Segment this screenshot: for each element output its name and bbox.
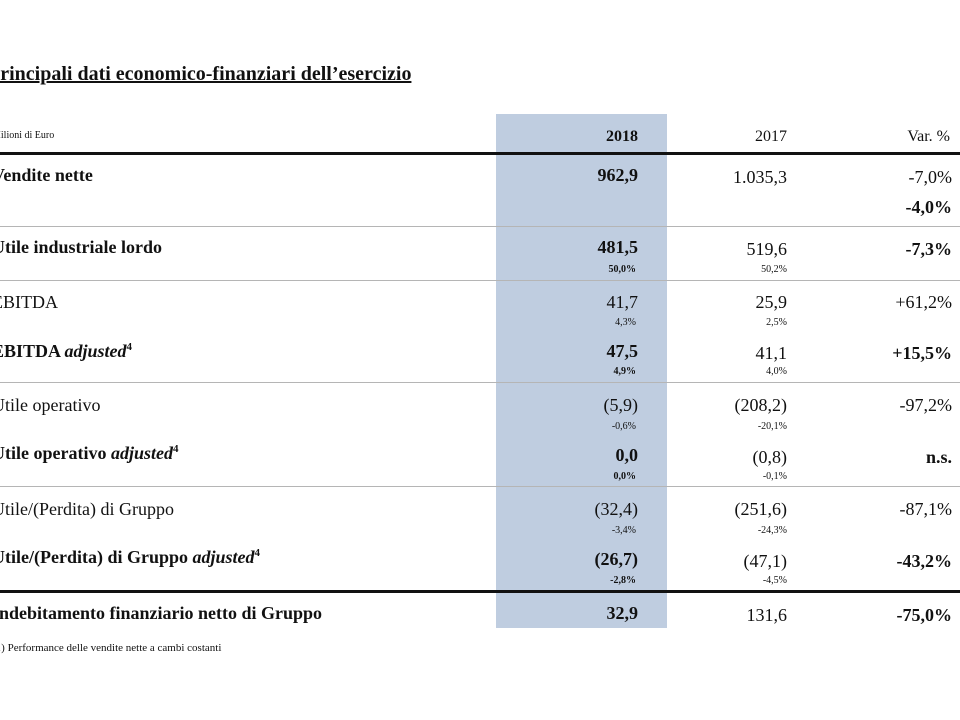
unit-label: Milioni di Euro: [0, 130, 55, 141]
value-2018-indebitamento: 32,9: [606, 603, 639, 623]
value-var2-vendite: -4,0%: [905, 197, 953, 217]
row-label-ebitda-adjusted: EBITDA adjusted4: [0, 341, 133, 361]
value-2017-ebitda-adjusted: 41,1: [755, 343, 788, 363]
margin-2017-utile-lordo: 50,2%: [761, 264, 787, 275]
value-2017-ebitda: 25,9: [755, 292, 788, 312]
column-header-2017: 2017: [755, 128, 787, 145]
value-var-utile-gruppo-adjusted: -43,2%: [896, 551, 953, 571]
margin-2017-utile-gruppo: -24,3%: [757, 525, 787, 536]
margin-2017-ebitda-adjusted: 4,0%: [766, 366, 787, 377]
value-2017-indebitamento: 131,6: [746, 605, 788, 625]
value-2017-utile-lordo: 519,6: [746, 239, 788, 259]
margin-2018-utile-operativo-adjusted: 0,0%: [613, 471, 637, 482]
value-var-utile-operativo-adjusted: n.s.: [925, 447, 952, 467]
margin-2017-utile-operativo-adjusted: -0,1%: [762, 471, 787, 482]
row-divider: [0, 382, 960, 383]
column-header-2018: 2018: [606, 128, 638, 145]
value-2018-ebitda-adjusted: 47,5: [606, 341, 639, 361]
value-2017-utile-gruppo-adjusted: (47,1): [743, 551, 788, 571]
value-2017-utile-operativo: (208,2): [734, 395, 788, 415]
value-2017-utile-gruppo: (251,6): [734, 499, 788, 519]
margin-2017-utile-operativo: -20,1%: [757, 421, 787, 432]
value-var-utile-gruppo: -87,1%: [899, 499, 953, 519]
value-2018-utile-operativo-adjusted: 0,0: [615, 445, 639, 465]
value-2018-utile-lordo: 481,5: [597, 237, 639, 257]
row-divider: [0, 226, 960, 227]
value-2018-utile-operativo: (5,9): [603, 395, 639, 415]
row-label-utile-gruppo-adjusted: Utile/(Perdita) di Gruppo adjusted4: [0, 547, 261, 567]
value-2018-utile-gruppo-adjusted: (26,7): [594, 549, 639, 569]
value-2018-vendite: 962,9: [597, 165, 639, 185]
margin-2017-ebitda: 2,5%: [766, 317, 787, 328]
value-var-vendite: -7,0%: [908, 167, 953, 187]
value-var-utile-operativo: -97,2%: [899, 395, 953, 415]
header-rule: [0, 152, 960, 155]
margin-2018-utile-lordo: 50,0%: [608, 264, 637, 275]
row-label-utile-lordo: Utile industriale lordo: [0, 237, 162, 257]
value-var-ebitda-adjusted: +15,5%: [892, 343, 952, 363]
value-2017-vendite: 1.035,3: [733, 167, 787, 187]
row-divider: [0, 486, 960, 487]
margin-2018-ebitda: 4,3%: [615, 317, 636, 328]
row-label-utile-gruppo: Utile/(Perdita) di Gruppo: [0, 499, 174, 519]
column-2018-highlight: [496, 114, 667, 628]
value-2017-utile-operativo-adjusted: (0,8): [752, 447, 788, 467]
margin-2018-utile-gruppo: -3,4%: [611, 525, 636, 536]
footnote: (1) Performance delle vendite nette a ca…: [0, 642, 222, 654]
column-header-var: Var. %: [907, 128, 950, 145]
margin-2018-utile-gruppo-adjusted: -2,8%: [610, 575, 636, 586]
value-var-indebitamento: -75,0%: [896, 605, 953, 625]
row-divider: [0, 280, 960, 281]
page-title: Principali dati economico-finanziari del…: [0, 63, 412, 85]
totals-rule: [0, 590, 960, 593]
row-label-ebitda: EBITDA: [0, 292, 58, 312]
value-var-utile-lordo: -7,3%: [905, 239, 953, 259]
row-label-utile-operativo-adjusted: Utile operativo adjusted4: [0, 443, 179, 463]
margin-2018-utile-operativo: -0,6%: [611, 421, 636, 432]
row-label-utile-operativo: Utile operativo: [0, 395, 101, 415]
value-2018-ebitda: 41,7: [606, 292, 639, 312]
margin-2017-utile-gruppo-adjusted: -4,5%: [762, 575, 787, 586]
row-label-vendite: Vendite nette: [0, 165, 93, 185]
margin-2018-ebitda-adjusted: 4,9%: [613, 366, 637, 377]
value-var-ebitda: +61,2%: [895, 292, 952, 312]
value-2018-utile-gruppo: (32,4): [594, 499, 639, 519]
row-label-indebitamento: Indebitamento finanziario netto di Grupp…: [0, 603, 323, 623]
